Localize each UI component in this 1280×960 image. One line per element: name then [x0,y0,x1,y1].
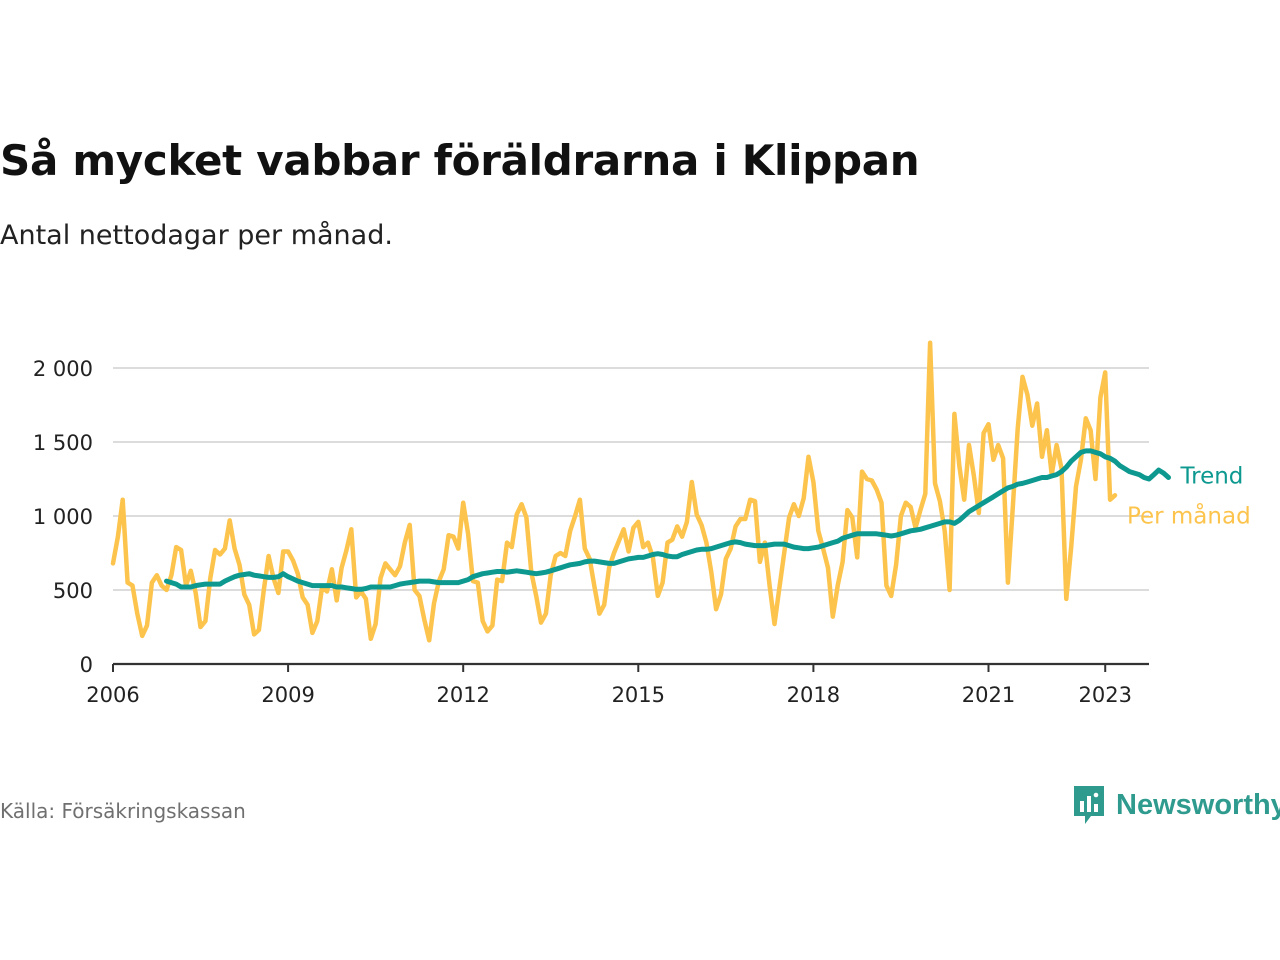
chart-title: Så mycket vabbar föräldrarna i Klippan [0,136,920,185]
x-tick-label: 2009 [261,683,314,707]
x-tick-label: 2023 [1078,683,1131,707]
series-line-per-month [110,340,1118,643]
y-tick-label: 1 000 [33,505,93,529]
grid-lines [113,367,1149,591]
y-axis-tick-labels: 0 500 1 000 1 500 2 000 [33,357,93,677]
x-tick-label: 2018 [787,683,840,707]
y-tick-label: 500 [53,579,93,603]
series-lines [110,340,1171,643]
x-tick-label: 2012 [436,683,489,707]
chart-subtitle: Antal nettodagar per månad. [0,220,393,251]
y-tick-label: 1 500 [33,431,93,455]
y-tick-label: 0 [80,653,93,677]
x-tick-label: 2015 [612,683,665,707]
legend: Per månad Trend [1127,464,1251,530]
newsworthy-logo-icon [1074,786,1104,824]
legend-label: Trend [1179,464,1243,490]
y-tick-label: 2 000 [33,357,93,381]
x-tick-label: 2021 [962,683,1015,707]
legend-label: Per månad [1127,501,1251,529]
brand-name: Newsworthy [1116,788,1280,821]
brand-logo[interactable]: Newsworthy [1072,784,1280,826]
source-note: Källa: Försäkringskassan [0,799,246,823]
line-chart: 0 500 1 000 1 500 2 000 2006 2009 2012 2015 2018… [33,340,1251,707]
x-axis [112,662,1149,672]
x-tick-label: 2006 [86,683,139,707]
series-line-trend [164,448,1171,592]
x-axis-tick-labels: 2006 2009 2012 2015 2018 2021 2023 [86,683,1132,707]
